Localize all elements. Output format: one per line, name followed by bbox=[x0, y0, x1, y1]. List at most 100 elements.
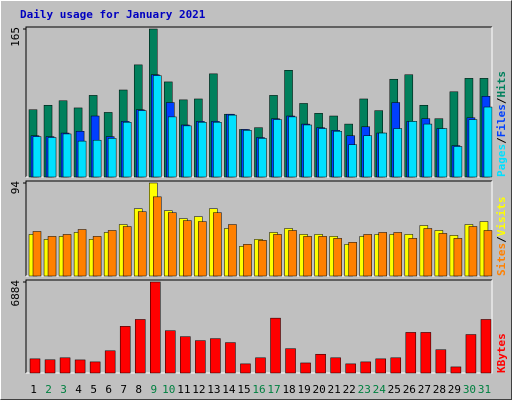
bar bbox=[122, 122, 132, 178]
bar bbox=[240, 363, 251, 374]
bar bbox=[273, 119, 282, 178]
bar bbox=[408, 238, 418, 277]
bar bbox=[225, 342, 236, 374]
x-tick-label: 20 bbox=[313, 383, 326, 396]
bar bbox=[363, 234, 372, 277]
chart-title: Daily usage for January 2021 bbox=[20, 8, 206, 21]
legend: Sites/Visits bbox=[495, 197, 508, 277]
bar bbox=[468, 119, 478, 178]
bar bbox=[390, 357, 402, 374]
bar bbox=[270, 317, 281, 374]
bar bbox=[165, 330, 176, 374]
x-tick-label: 21 bbox=[328, 383, 341, 396]
bar bbox=[150, 281, 161, 374]
bar bbox=[32, 136, 42, 178]
x-tick-label: 1 bbox=[30, 383, 37, 396]
bar bbox=[44, 359, 56, 374]
bar bbox=[243, 130, 252, 178]
bar bbox=[360, 361, 371, 374]
x-tick-label: 9 bbox=[150, 383, 157, 396]
bar bbox=[92, 236, 102, 277]
x-tick-label: 10 bbox=[162, 383, 175, 396]
bar bbox=[195, 340, 206, 374]
bar bbox=[438, 128, 448, 178]
x-tick-label: 26 bbox=[403, 383, 416, 396]
bar bbox=[32, 231, 42, 277]
x-tick-label: 18 bbox=[282, 383, 295, 396]
bar bbox=[198, 221, 207, 277]
x-tick-label: 16 bbox=[252, 383, 265, 396]
bar bbox=[408, 121, 418, 178]
panel-border bbox=[25, 279, 492, 373]
bar bbox=[107, 230, 117, 277]
bar bbox=[213, 122, 222, 178]
bar bbox=[450, 366, 462, 374]
bar bbox=[153, 196, 162, 277]
bar bbox=[375, 358, 386, 374]
legend-separator: / bbox=[495, 236, 508, 243]
bar bbox=[303, 124, 312, 178]
bar bbox=[333, 238, 342, 277]
bar bbox=[92, 139, 102, 178]
legend: KBytes bbox=[495, 333, 508, 373]
x-tick-label: 23 bbox=[358, 383, 371, 396]
bar bbox=[210, 338, 221, 374]
bar bbox=[77, 229, 87, 277]
x-tick-label: 2 bbox=[45, 383, 52, 396]
x-tick-label: 6 bbox=[105, 383, 112, 396]
legend: Pages/Files/Hits bbox=[495, 71, 508, 177]
bar bbox=[77, 140, 87, 178]
bar bbox=[183, 220, 192, 277]
x-tick-label: 31 bbox=[478, 383, 491, 396]
bar bbox=[423, 228, 433, 277]
bar bbox=[168, 116, 177, 178]
bar bbox=[348, 242, 357, 277]
bar bbox=[480, 319, 492, 374]
bar bbox=[62, 234, 72, 277]
bar bbox=[183, 125, 192, 178]
bar bbox=[363, 135, 372, 178]
bar bbox=[393, 232, 403, 277]
legend-entry: Sites bbox=[495, 243, 508, 276]
bar bbox=[122, 226, 132, 277]
x-tick-label: 25 bbox=[388, 383, 401, 396]
bar bbox=[435, 349, 447, 374]
x-tick-label: 5 bbox=[90, 383, 97, 396]
bar bbox=[378, 132, 387, 178]
x-tick-label: 28 bbox=[433, 383, 446, 396]
bar bbox=[420, 332, 432, 374]
bar bbox=[258, 138, 267, 178]
bar bbox=[453, 146, 463, 178]
y-tick-label: 165 bbox=[9, 27, 22, 47]
bar bbox=[453, 238, 463, 277]
bar bbox=[318, 236, 327, 277]
y-tick-label: 94 bbox=[9, 181, 22, 195]
bar bbox=[285, 348, 296, 374]
bar bbox=[119, 326, 131, 374]
bar bbox=[288, 116, 297, 178]
bar bbox=[228, 224, 237, 277]
bar bbox=[180, 336, 191, 374]
x-tick-label: 17 bbox=[267, 383, 280, 396]
x-tick-label: 12 bbox=[192, 383, 205, 396]
bar bbox=[168, 212, 177, 277]
x-tick-label: 22 bbox=[343, 383, 356, 396]
x-tick-label: 19 bbox=[297, 383, 310, 396]
bar bbox=[213, 212, 222, 277]
bar bbox=[243, 244, 252, 277]
legend-entry: Hits bbox=[495, 71, 508, 98]
bar bbox=[423, 123, 433, 178]
panel-border bbox=[25, 26, 492, 177]
bar bbox=[288, 230, 297, 277]
bar bbox=[258, 240, 267, 277]
bar bbox=[348, 144, 357, 178]
x-tick-label: 4 bbox=[75, 383, 82, 396]
x-tick-label: 27 bbox=[418, 383, 431, 396]
bar bbox=[62, 133, 72, 178]
bar bbox=[228, 114, 237, 178]
bar bbox=[318, 128, 327, 178]
x-tick-label: 13 bbox=[207, 383, 220, 396]
